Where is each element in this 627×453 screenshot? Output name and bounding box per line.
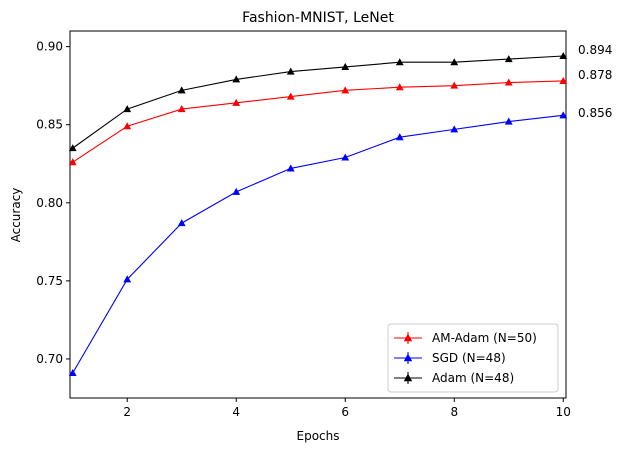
legend-label: AM-Adam (N=50) [432, 331, 537, 345]
end-value-annotations: 0.894 0.878 0.856 [578, 43, 612, 120]
series-line [72, 80, 564, 163]
data-point [504, 117, 513, 125]
legend-marker [403, 333, 413, 342]
data-point [232, 98, 241, 106]
data-point [450, 58, 459, 66]
y-tick-label: 0.70 [36, 352, 63, 366]
data-point [232, 187, 241, 195]
data-point [123, 122, 132, 130]
plot-area: 2 4 6 8 10 0.70 0.75 0.80 0.85 0.90 [36, 30, 571, 419]
legend-label: SGD (N=48) [432, 351, 506, 365]
y-axis-label: Accuracy [9, 188, 23, 243]
legend-frame [387, 323, 559, 393]
data-point [232, 75, 241, 83]
data-point [395, 133, 404, 141]
data-point [395, 58, 404, 66]
chart-title: Fashion-MNIST, LeNet [242, 10, 394, 26]
y-tick-label: 0.90 [36, 40, 63, 54]
data-point [341, 62, 350, 70]
x-tick-label: 6 [341, 405, 349, 419]
legend-marker [403, 353, 413, 362]
data-point [504, 78, 513, 86]
data-point [177, 105, 186, 113]
x-tick-label: 4 [232, 405, 240, 419]
series-line [72, 114, 564, 374]
data-point [286, 92, 295, 100]
end-value-annotation: 0.878 [578, 68, 612, 82]
y-tick-label: 0.80 [36, 196, 63, 210]
x-tick-label: 10 [556, 405, 571, 419]
data-point [286, 164, 295, 172]
end-value-annotation: 0.856 [578, 106, 612, 120]
data-point [395, 83, 404, 91]
series-line [72, 55, 564, 149]
y-tick-label: 0.75 [36, 274, 63, 288]
data-point [68, 158, 77, 166]
legend: AM-Adam (N=50) SGD (N=48) Adam (N=48) [387, 323, 559, 393]
data-point [559, 51, 568, 60]
data-point [286, 67, 295, 75]
data-point [341, 86, 350, 94]
data-point [450, 125, 459, 133]
x-tick-label: 2 [123, 405, 131, 419]
legend-marker [403, 373, 413, 382]
end-value-annotation: 0.894 [578, 43, 612, 57]
x-axis-label: Epochs [297, 429, 340, 443]
data-point [68, 368, 77, 377]
data-point [559, 111, 568, 119]
data-point [123, 275, 132, 283]
data-point [559, 76, 568, 84]
y-tick-label: 0.85 [36, 118, 63, 132]
data-point [450, 81, 459, 89]
x-tick-label: 8 [450, 405, 458, 419]
data-point [341, 153, 350, 161]
data-point [68, 144, 77, 152]
data-point [177, 219, 186, 227]
data-point [123, 105, 132, 113]
plot-frame [69, 30, 567, 399]
data-point [504, 55, 513, 63]
legend-label: Adam (N=48) [432, 371, 514, 385]
data-point [177, 86, 186, 94]
